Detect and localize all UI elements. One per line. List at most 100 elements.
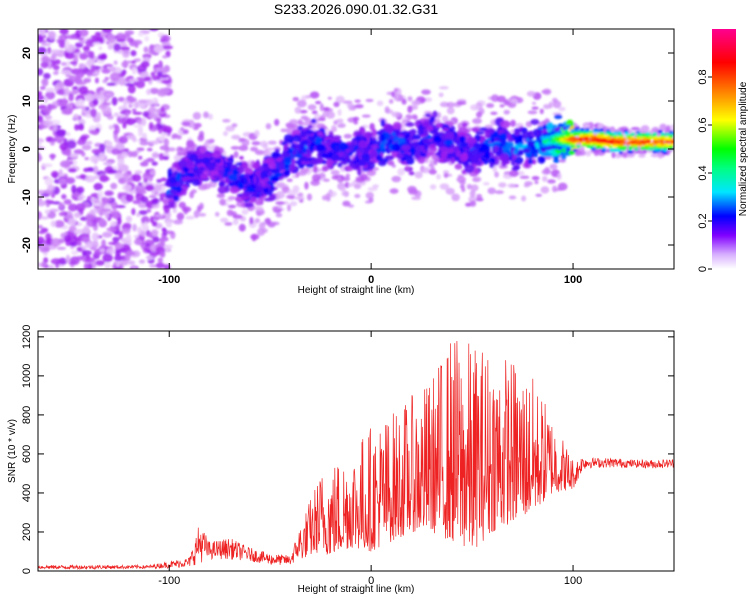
spectrogram-cell [141, 60, 150, 68]
spectrogram-cell [79, 105, 88, 110]
spectrogram-cell [52, 201, 61, 205]
spectrogram-cell [388, 99, 394, 104]
spectrogram-cell [573, 151, 584, 155]
spectrogram-cell [117, 157, 125, 166]
spectrogram-cell [299, 130, 307, 138]
spectrogram-cell [59, 142, 68, 151]
spectrogram-cell [96, 95, 103, 100]
spectrogram-cell [392, 121, 402, 130]
spectrogram-cell [200, 174, 209, 180]
spectrogram-cell [122, 200, 128, 205]
spectrogram-cell [117, 177, 128, 185]
spectrogram-cell [428, 169, 437, 175]
spectrogram-cell [262, 143, 269, 150]
spectrogram-cell [222, 119, 231, 123]
spectrogram-cell [612, 134, 618, 138]
spectrogram-cell [82, 45, 90, 52]
spectrogram-ytick-label: 10 [21, 95, 33, 107]
spectrogram-cell [319, 103, 324, 112]
snr-ytick-label: 800 [21, 406, 33, 424]
snr-ylabel: SNR (10 * v/v) [7, 419, 18, 483]
spectrogram-cell [148, 194, 157, 199]
spectrogram-cell [411, 114, 418, 120]
spectrogram-cell [92, 42, 102, 46]
snr-xtick-label: 100 [564, 575, 582, 587]
spectrogram-cell [652, 132, 657, 137]
spectrogram-cell [239, 138, 246, 142]
spectrogram-cell [450, 156, 456, 164]
spectrogram-cell [154, 214, 164, 218]
spectrogram-cell [112, 236, 120, 242]
spectrogram-cell [614, 152, 621, 159]
spectrogram-cell [72, 113, 80, 121]
spectrogram-cell [107, 169, 118, 174]
spectrogram-cell [137, 125, 143, 135]
spectrogram-cell [585, 150, 592, 157]
spectrogram-cell [38, 115, 44, 123]
spectrogram-cell [207, 113, 213, 120]
spectrogram-cell [405, 122, 415, 127]
spectrogram-cell [630, 137, 636, 141]
spectrogram-cell [168, 176, 178, 184]
spectrogram-cell [161, 227, 167, 232]
spectrogram-cell [125, 118, 136, 126]
spectrogram-cell [131, 208, 136, 216]
spectrogram-cell [204, 152, 215, 158]
spectrogram-cell [539, 157, 546, 162]
spectrogram-cell [185, 215, 195, 220]
spectrogram-cell [158, 135, 166, 142]
spectrogram-cell [140, 230, 146, 237]
spectrogram-cell [150, 244, 156, 253]
spectrogram-cell [530, 119, 540, 126]
spectrogram-cell [429, 184, 437, 190]
spectrogram-cell [407, 96, 413, 102]
spectrogram-cell [107, 44, 114, 50]
spectrogram-cell [514, 127, 523, 133]
spectrogram-cell [74, 228, 85, 234]
spectrogram-cell [283, 201, 289, 205]
spectrogram-cell [619, 142, 624, 146]
spectrogram-cell [551, 185, 558, 193]
spectrogram-cell [138, 155, 143, 160]
spectrogram-cell [254, 186, 264, 193]
spectrogram-cell [152, 97, 158, 103]
spectrogram-cell [90, 108, 97, 118]
spectrogram-cell [459, 153, 468, 162]
spectrogram-cell [391, 175, 402, 183]
spectrogram-cell [130, 50, 137, 57]
spectrogram-cell [159, 88, 171, 94]
spectrogram-cell [550, 135, 555, 139]
spectrogram-cell [198, 212, 207, 217]
spectrogram-cell [613, 131, 618, 135]
spectrogram-cell [40, 29, 46, 36]
spectrogram-cell [104, 91, 113, 98]
spectrogram-cell [440, 101, 449, 107]
spectrogram-cell [130, 103, 141, 107]
spectrogram-cell [589, 145, 594, 149]
spectrogram-cell [182, 121, 191, 127]
spectrogram-cell [50, 238, 61, 247]
spectrogram-cell [451, 193, 460, 202]
colorbar-tick-label: 0.8 [697, 69, 709, 84]
spectrogram-cell [130, 60, 137, 64]
spectrogram-cell [421, 138, 430, 145]
spectrogram-cell [275, 190, 285, 199]
spectrogram-cell [111, 96, 118, 106]
spectrogram-cell [565, 121, 571, 126]
spectrogram-cell [322, 165, 329, 172]
spectrogram-cell [424, 151, 434, 156]
spectrogram-cell [121, 61, 129, 68]
spectrogram-cell [167, 168, 173, 176]
spectrogram-cell [91, 240, 99, 249]
spectrogram-cell [602, 134, 608, 138]
spectrogram-cell [270, 176, 280, 182]
spectrogram-cell [227, 173, 238, 181]
spectrogram-cell [558, 159, 567, 163]
spectrogram-cell [438, 92, 444, 98]
spectrogram-cell [65, 254, 71, 263]
spectrogram-cell [665, 133, 670, 137]
spectrogram-cell [108, 66, 116, 72]
spectrogram-cell [249, 216, 254, 225]
spectrogram-cell [541, 89, 552, 94]
